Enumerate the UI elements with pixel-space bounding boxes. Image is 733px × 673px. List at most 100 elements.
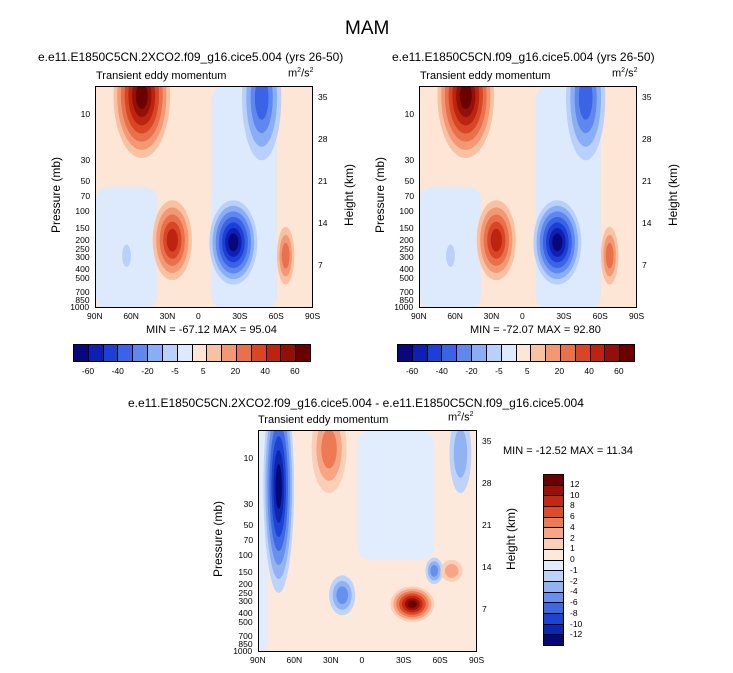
colorbar-label: -1 (570, 564, 578, 575)
x-tick-label: 0 (520, 311, 525, 321)
colorbar-label: 20 (230, 366, 241, 376)
y-tick-label: 250 (238, 587, 253, 598)
contour-lobe-1 (476, 200, 516, 281)
contour-lobe-4 (425, 557, 443, 585)
contour-level-1 (444, 564, 459, 578)
colorbar-swatch (442, 345, 458, 361)
y-tick-label: 30 (404, 155, 415, 166)
colorbar-label: -4 (570, 586, 578, 597)
contour-lobe-2 (533, 200, 582, 285)
y-tick-label: 100 (238, 549, 253, 560)
colorbar-swatch (544, 635, 563, 645)
panel1-subtitle: e.e11.E1850C5CN.2XCO2.f09_g16.cice5.004 … (38, 50, 344, 64)
colorbar-swatch (236, 345, 252, 361)
contour-level-4 (166, 228, 178, 252)
contour-lobe-4 (242, 87, 282, 161)
y-right-tick-label: 35 (482, 436, 492, 447)
y-tick-label: 200 (75, 234, 90, 245)
colorbar-label: -12 (570, 629, 583, 640)
colorbar-label: 1 (570, 543, 575, 554)
contour-lobe-6 (449, 431, 472, 494)
contour-level-6 (275, 464, 282, 509)
colorbar-swatch (544, 539, 563, 550)
colorbar-label: -6 (570, 597, 578, 607)
panel2-subtitle: e.e11.E1850C5CN.f09_g16.cice5.004 (yrs 2… (392, 50, 655, 64)
y-tick-label: 250 (399, 243, 414, 254)
y-right-tick-label: 35 (318, 92, 328, 103)
y-tick-label: 50 (80, 176, 91, 187)
x-tick-label: 30S (556, 311, 572, 321)
panel1-contour-plot (95, 86, 313, 308)
y-right-tick-label: 28 (318, 134, 328, 145)
y-tick-label: 100 (399, 205, 414, 216)
panel2-colorbar (397, 344, 635, 362)
panel1-ylabel: Pressure (mb) (49, 156, 64, 234)
colorbar-label: -10 (570, 618, 583, 629)
colorbar-swatch (251, 345, 267, 361)
colorbar-label: 12 (570, 478, 580, 489)
y-tick-label: 850 (399, 295, 414, 306)
colorbar-label: -40 (435, 366, 448, 376)
y-right-tick-label: 7 (482, 604, 487, 615)
contour-lobe-5 (440, 559, 463, 582)
colorbar-swatch (516, 345, 532, 361)
y-tick-label: 1000 (394, 302, 414, 312)
colorbar-swatch (590, 345, 606, 361)
colorbar-label: -2 (570, 575, 578, 586)
y-right-tick-label: 7 (318, 260, 323, 271)
y-right-tick-label: 7 (642, 260, 647, 271)
colorbar-label: -5 (171, 366, 179, 376)
x-tick-label: 90S (469, 655, 485, 665)
contour-lobe-0 (263, 431, 295, 594)
colorbar-swatch (486, 345, 502, 361)
x-tick-label: 60N (447, 311, 463, 321)
x-tick-label: 60N (286, 655, 303, 665)
colorbar-swatch (544, 517, 563, 529)
colorbar-swatch (544, 549, 563, 561)
colorbar-swatch (162, 345, 178, 361)
colorbar-swatch (544, 560, 563, 572)
colorbar-label: 6 (570, 511, 575, 521)
x-tick-label: 0 (196, 311, 201, 321)
colorbar-label: 40 (260, 366, 270, 376)
y-right-tick-label: 21 (318, 176, 328, 187)
y-tick-label: 700 (238, 631, 253, 642)
colorbar-swatch (544, 485, 563, 497)
colorbar-label: -20 (465, 366, 478, 376)
y-tick-label: 300 (75, 251, 90, 262)
panel3-colorbar (543, 474, 564, 646)
colorbar-swatch (605, 345, 621, 361)
y-tick-label: 150 (399, 222, 414, 233)
panel1-ylabel-right: Height (km) (342, 163, 357, 227)
y-right-tick-label: 35 (642, 92, 652, 103)
pale-band-0 (357, 431, 435, 560)
contour-lobe-5 (122, 244, 131, 267)
y-tick-label: 300 (399, 251, 414, 262)
colorbar-swatch (296, 345, 310, 361)
contour-level-6 (135, 87, 148, 109)
colorbar-swatch (74, 345, 89, 361)
contour-lobe-3 (390, 586, 435, 622)
y-tick-label: 10 (404, 109, 415, 120)
colorbar-swatch (177, 345, 193, 361)
x-tick-label: 60N (123, 311, 139, 321)
y-tick-label: 700 (75, 287, 90, 298)
colorbar-swatch (207, 345, 223, 361)
contour-level-1 (453, 431, 468, 478)
y-right-tick-label: 21 (482, 520, 492, 531)
y-tick-label: 850 (75, 295, 90, 306)
colorbar-swatch (544, 475, 563, 486)
contour-level-0 (122, 244, 131, 267)
colorbar-label: 60 (614, 366, 624, 376)
colorbar-swatch (620, 345, 634, 361)
y-tick-label: 850 (238, 639, 253, 650)
panel1-stats: MIN = -67.12 MAX = 95.04 (146, 324, 277, 336)
colorbar-swatch (118, 345, 134, 361)
contour-level-3 (578, 87, 593, 120)
colorbar-label: 2 (570, 532, 575, 543)
x-tick-label: 30S (396, 655, 412, 665)
colorbar-label: -40 (111, 366, 124, 376)
contour-lobe-2 (209, 200, 258, 285)
y-tick-label: 300 (238, 595, 253, 606)
contour-level-6 (228, 233, 239, 252)
